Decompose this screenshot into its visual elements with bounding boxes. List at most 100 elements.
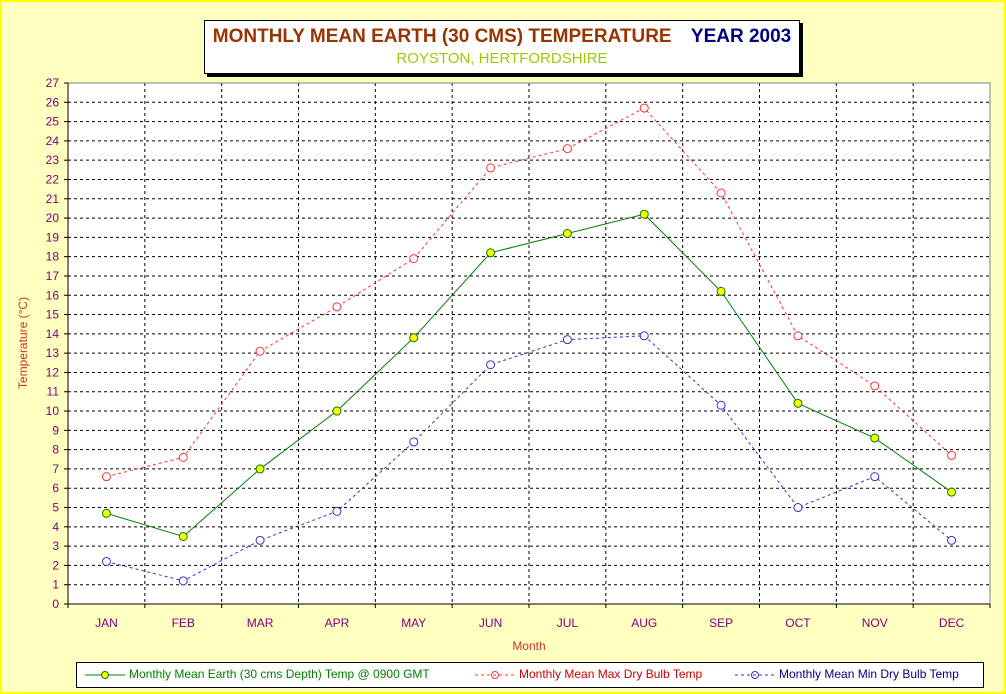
y-tick-label: 21 bbox=[46, 192, 60, 206]
x-tick-label: APR bbox=[325, 616, 350, 630]
y-tick-label: 22 bbox=[46, 172, 60, 186]
x-tick-labels: JAN FEB MAR APR MAY JUN JUL AUG SEP OCT NOV DEC bbox=[95, 616, 965, 630]
y-tick-label: 19 bbox=[46, 230, 60, 244]
data-point-max bbox=[178, 452, 188, 462]
y-tick-label: 24 bbox=[46, 134, 60, 148]
legend-item-min: Monthly Mean Min Dry Bulb Temp bbox=[735, 667, 959, 681]
data-point-max bbox=[255, 346, 265, 356]
data-point-max bbox=[793, 331, 803, 341]
x-tick-label: FEB bbox=[172, 616, 195, 630]
y-tick-label: 25 bbox=[46, 115, 60, 129]
data-point-earth bbox=[332, 406, 342, 416]
x-tick-label: AUG bbox=[631, 616, 657, 630]
data-point-min bbox=[409, 437, 419, 447]
y-tick-label: 7 bbox=[52, 462, 59, 476]
data-point-earth bbox=[486, 248, 496, 258]
grid-lines bbox=[68, 82, 990, 604]
data-point-min bbox=[255, 535, 265, 545]
series-earth bbox=[101, 209, 957, 541]
legend-swatch-max bbox=[475, 670, 515, 679]
data-point-earth bbox=[178, 531, 188, 541]
y-tick-label: 14 bbox=[46, 327, 60, 341]
y-tick-label: 2 bbox=[52, 558, 59, 572]
data-point-earth bbox=[639, 209, 649, 219]
data-point-min bbox=[332, 506, 342, 516]
legend-label-earth: Monthly Mean Earth (30 cms Depth) Temp @… bbox=[129, 667, 430, 681]
data-point-earth bbox=[562, 229, 572, 239]
y-tick-label: 26 bbox=[46, 95, 60, 109]
series-layer bbox=[101, 103, 957, 586]
y-axis-label: Temperature (°C) bbox=[16, 297, 30, 389]
y-tick-label: 1 bbox=[52, 578, 59, 592]
y-tick-label: 15 bbox=[46, 308, 60, 322]
data-point-max bbox=[486, 163, 496, 173]
data-point-earth bbox=[255, 464, 265, 474]
x-tick-label: SEP bbox=[709, 616, 733, 630]
y-tick-labels: 0123456789101112131415161718192021222324… bbox=[46, 76, 60, 611]
data-point-min bbox=[793, 503, 803, 513]
data-point-min bbox=[639, 331, 649, 341]
y-tick-label: 16 bbox=[46, 288, 60, 302]
series-line-max bbox=[106, 107, 952, 478]
y-tick-label: 8 bbox=[52, 443, 59, 457]
data-point-max bbox=[947, 450, 957, 460]
y-tick-label: 6 bbox=[52, 481, 59, 495]
y-tick-label: 17 bbox=[46, 269, 60, 283]
y-tick-label: 27 bbox=[46, 76, 60, 90]
chart-title-year: YEAR 2003 bbox=[690, 26, 792, 47]
x-axis-label: Month bbox=[512, 639, 545, 653]
data-point-min bbox=[101, 557, 111, 567]
y-tick-label: 9 bbox=[52, 423, 59, 437]
x-tick-label: MAR bbox=[247, 616, 274, 630]
x-tick-label: MAY bbox=[401, 616, 426, 630]
axes bbox=[64, 82, 991, 608]
legend-label-min: Monthly Mean Min Dry Bulb Temp bbox=[779, 667, 959, 681]
series-line-earth bbox=[106, 213, 952, 538]
legend: Monthly Mean Earth (30 cms Depth) Temp @… bbox=[76, 662, 984, 688]
y-tick-label: 11 bbox=[47, 385, 60, 399]
chart-title-main: MONTHLY MEAN EARTH (30 CMS) TEMPERATURE bbox=[212, 26, 672, 47]
x-tick-label: OCT bbox=[785, 616, 811, 630]
y-tick-label: 13 bbox=[46, 346, 60, 360]
x-tick-label: JAN bbox=[95, 616, 118, 630]
data-point-max bbox=[639, 103, 649, 113]
data-point-min bbox=[178, 576, 188, 586]
data-point-earth bbox=[409, 333, 419, 343]
data-point-max bbox=[409, 254, 419, 264]
data-point-max bbox=[870, 381, 880, 391]
chart-title: MONTHLY MEAN EARTH (30 CMS) TEMPERATURE … bbox=[205, 26, 799, 48]
x-tick-label: JUL bbox=[557, 616, 579, 630]
series-min bbox=[101, 331, 957, 586]
x-tick-label: NOV bbox=[862, 616, 888, 630]
legend-label-max: Monthly Mean Max Dry Bulb Temp bbox=[519, 667, 703, 681]
data-point-min bbox=[716, 400, 726, 410]
chart-subtitle: ROYSTON, HERTFORDSHIRE bbox=[396, 50, 608, 67]
y-tick-label: 10 bbox=[46, 404, 60, 418]
y-tick-label: 20 bbox=[46, 211, 60, 225]
y-tick-label: 4 bbox=[52, 520, 59, 534]
data-point-max bbox=[562, 144, 572, 154]
data-point-earth bbox=[870, 433, 880, 443]
legend-item-max: Monthly Mean Max Dry Bulb Temp bbox=[475, 667, 702, 681]
series-max bbox=[101, 103, 957, 482]
data-point-min bbox=[486, 360, 496, 370]
series-line-min bbox=[106, 335, 952, 582]
x-tick-label: DEC bbox=[939, 616, 965, 630]
y-tick-label: 18 bbox=[46, 250, 60, 264]
data-point-earth bbox=[793, 398, 803, 408]
x-tick-label: JUN bbox=[479, 616, 502, 630]
data-point-min bbox=[870, 472, 880, 482]
y-tick-label: 5 bbox=[52, 501, 59, 515]
legend-item-earth: Monthly Mean Earth (30 cms Depth) Temp @… bbox=[85, 667, 430, 681]
data-point-max bbox=[101, 472, 111, 482]
data-point-max bbox=[716, 188, 726, 198]
y-tick-label: 0 bbox=[52, 597, 59, 611]
legend-swatch-earth bbox=[85, 670, 125, 679]
data-point-earth bbox=[101, 508, 111, 518]
y-tick-label: 3 bbox=[52, 539, 59, 553]
y-tick-label: 23 bbox=[46, 153, 60, 167]
data-point-earth bbox=[947, 487, 957, 497]
data-point-earth bbox=[716, 286, 726, 296]
legend-swatch-min bbox=[735, 670, 775, 679]
